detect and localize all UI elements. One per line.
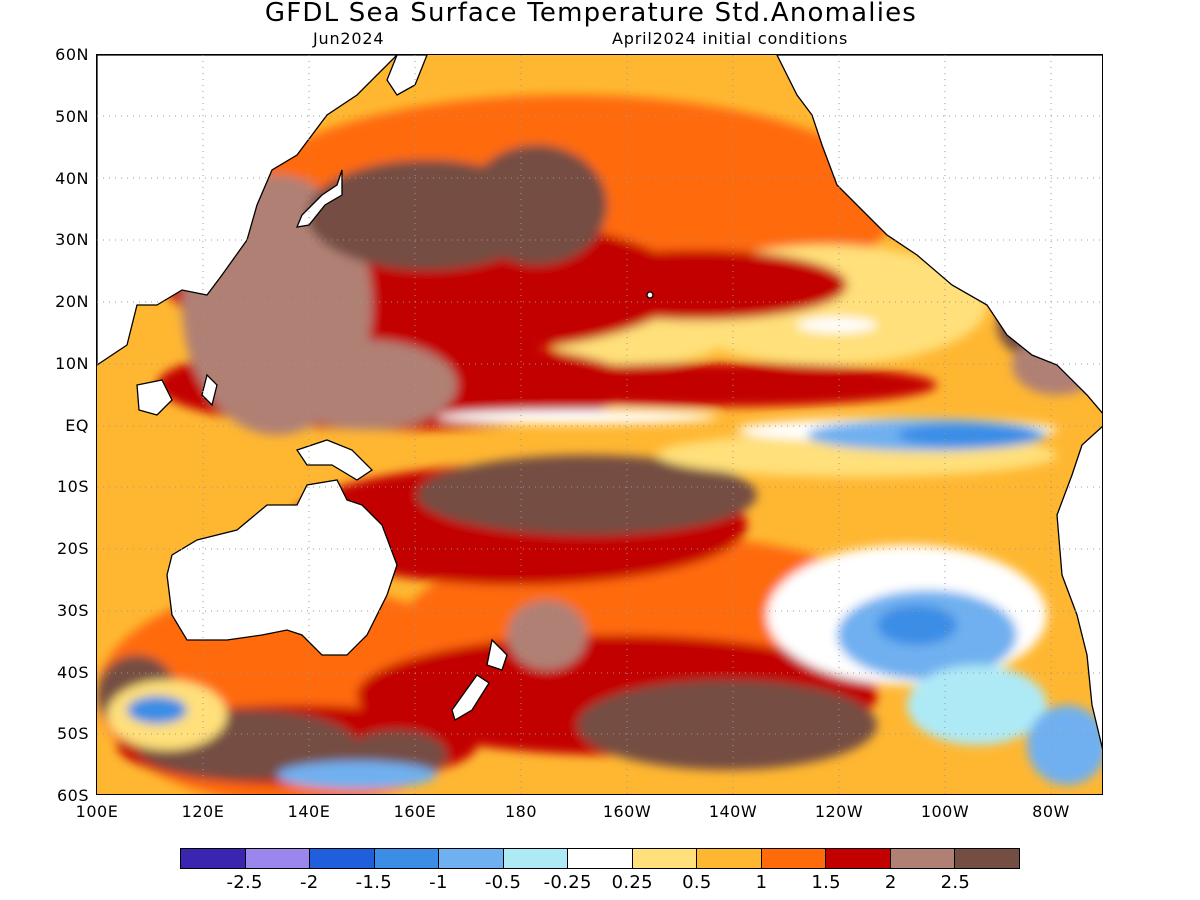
colorbar-label: 0.25 bbox=[611, 872, 653, 893]
lat-label-40s: 40S bbox=[56, 663, 89, 682]
lat-label-eq: EQ bbox=[65, 416, 89, 435]
colorbar-label: 0.5 bbox=[682, 872, 712, 893]
colorbar-label: -1.5 bbox=[355, 872, 392, 893]
lat-label-20s: 20S bbox=[56, 539, 89, 558]
land-masses bbox=[97, 55, 1102, 750]
colorbar-swatch bbox=[826, 849, 891, 868]
colorbar-label: 2 bbox=[884, 872, 897, 893]
lat-label-10s: 10S bbox=[56, 477, 89, 496]
lat-label-60s: 60S bbox=[56, 786, 89, 805]
lon-label-140w: 140W bbox=[708, 802, 758, 821]
lat-label-60n: 60N bbox=[55, 45, 89, 64]
lon-label-120w: 120W bbox=[814, 802, 864, 821]
forecast-month-label: Jun2024 bbox=[313, 29, 385, 48]
colorbar-swatch bbox=[439, 849, 504, 868]
colorbar-label: -2 bbox=[299, 872, 319, 893]
lon-label-180: 180 bbox=[504, 802, 538, 821]
lon-label-160w: 160W bbox=[602, 802, 652, 821]
colorbar-swatch bbox=[761, 849, 827, 868]
colorbar-swatch bbox=[245, 849, 311, 868]
colorbar-swatch bbox=[955, 849, 1019, 868]
map-title: GFDL Sea Surface Temperature Std.Anomali… bbox=[264, 0, 918, 28]
colorbar-swatch bbox=[890, 849, 956, 868]
colorbar-label: 2.5 bbox=[940, 872, 971, 893]
colorbar-label: -0.5 bbox=[484, 872, 522, 893]
lon-label-140e: 140E bbox=[287, 802, 331, 821]
colorbar-label: -1 bbox=[429, 872, 448, 893]
lat-label-30s: 30S bbox=[56, 601, 89, 620]
lon-label-100e: 100E bbox=[75, 802, 119, 821]
colorbar-swatch bbox=[181, 849, 246, 868]
lat-label-50s: 50S bbox=[56, 724, 89, 743]
colorbar-label: -0.25 bbox=[543, 872, 592, 893]
colorbar-swatch bbox=[632, 849, 698, 868]
lat-label-10n: 10N bbox=[55, 354, 89, 373]
lon-label-160e: 160E bbox=[393, 802, 437, 821]
initial-conditions-label: April2024 initial conditions bbox=[612, 29, 849, 48]
anomaly-field bbox=[97, 55, 1102, 794]
colorbar bbox=[180, 848, 1020, 869]
anomaly-map bbox=[96, 54, 1103, 795]
colorbar-swatch bbox=[568, 849, 633, 868]
lat-label-50n: 50N bbox=[55, 107, 89, 126]
colorbar-swatch bbox=[503, 849, 569, 868]
colorbar-label: 1.5 bbox=[811, 872, 841, 893]
colorbar-label: 1 bbox=[755, 872, 768, 893]
colorbar-swatch bbox=[310, 849, 375, 868]
colorbar-swatch bbox=[374, 849, 440, 868]
colorbar-label: -2.5 bbox=[226, 872, 263, 893]
lat-label-40n: 40N bbox=[55, 169, 89, 188]
colorbar-swatch bbox=[697, 849, 762, 868]
lat-label-20n: 20N bbox=[55, 292, 89, 311]
lat-label-30n: 30N bbox=[55, 230, 89, 249]
lon-label-100w: 100W bbox=[920, 802, 970, 821]
lon-label-80w: 80W bbox=[1032, 802, 1070, 821]
lon-label-120e: 120E bbox=[181, 802, 225, 821]
